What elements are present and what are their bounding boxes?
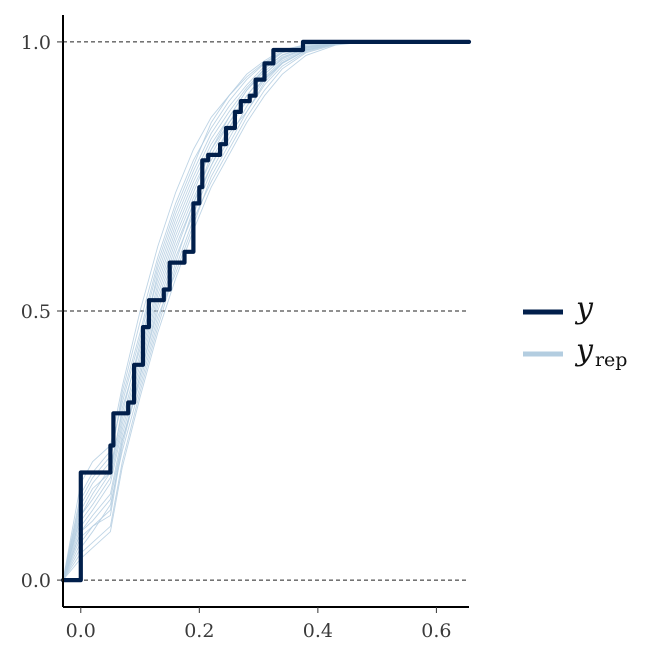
- y-tick-label-1: 0.5: [21, 301, 51, 323]
- x-tick-label-0: 0.0: [66, 620, 96, 642]
- series-yrep-line-14: [62, 41, 469, 581]
- x-tick-label-3: 0.6: [421, 620, 451, 642]
- series-yrep-line-13: [62, 41, 469, 581]
- legend: y y rep: [523, 291, 627, 371]
- tick-labels: 0.0 0.2 0.4 0.6 0.0 0.5 1.0: [21, 32, 452, 642]
- legend-y-text: y: [574, 291, 594, 326]
- series-y-line: [60, 39, 472, 583]
- x-tick-label-1: 0.2: [184, 620, 214, 642]
- legend-yrep-subscript: rep: [595, 349, 628, 371]
- y-series-group: [60, 39, 472, 583]
- legend-y-label: y: [574, 291, 594, 326]
- y-tick-label-0: 0.0: [21, 570, 51, 592]
- y-tick-label-2: 1.0: [21, 32, 51, 54]
- gridlines: [63, 41, 469, 581]
- legend-yrep-label: y rep: [574, 333, 627, 371]
- x-tick-label-2: 0.4: [303, 620, 333, 642]
- legend-yrep-text: y: [574, 333, 594, 368]
- series-yrep-line-12: [62, 41, 469, 581]
